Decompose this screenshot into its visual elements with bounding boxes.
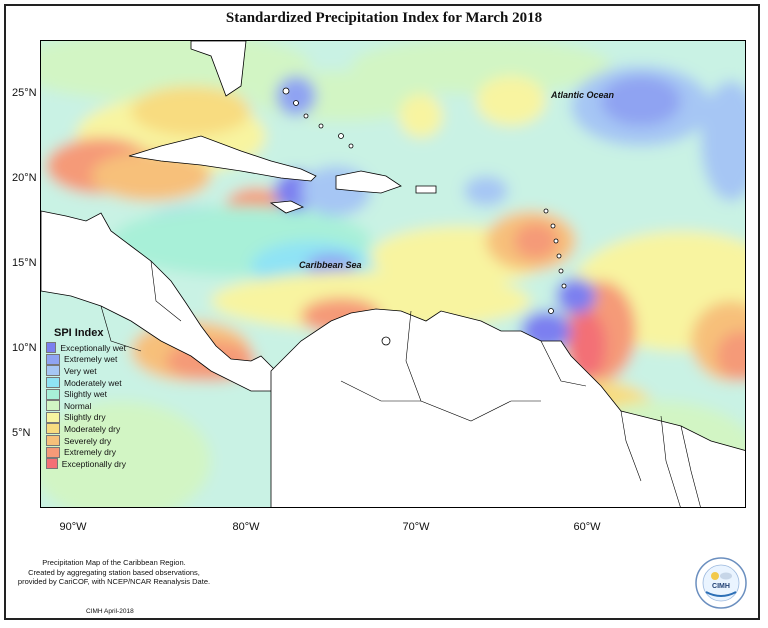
lon-label-90w: 90°W [59,521,87,533]
caribbean-sea-label: Caribbean Sea [299,260,362,270]
small-islands [282,87,567,346]
legend-label: Exceptionally dry [61,458,126,469]
legend-item: Normal [46,400,126,412]
lat-label-15n: 15°N [12,257,37,269]
legend-title: SPI Index [54,327,104,339]
logo-text: CIMH [712,583,730,590]
legend-item: Moderately dry [46,423,126,435]
land-masses [41,41,745,507]
legend-item: Very wet [46,365,126,377]
florida-landmass [190,41,247,97]
cloud-icon [720,572,732,580]
spi-map-canvas: Atlantic Ocean Caribbean Sea [41,41,745,507]
spi-legend: SPI Index Exceptionally wet Extremely wet… [46,327,126,470]
footer-text: Precipitation Map of the Caribbean Regio… [14,558,214,587]
credit-text: CIMH April-2018 [86,608,134,615]
jamaica-landmass [269,200,305,214]
legend-item: Exceptionally wet [46,342,126,354]
legend-label: Normal [64,400,92,411]
legend-swatch [46,342,57,354]
legend-swatch [46,365,60,377]
legend-swatch [46,353,60,365]
legend-item: Slightly dry [46,411,126,424]
sun-icon [711,572,719,580]
map-title: Standardized Precipitation Index for Mar… [225,10,543,26]
cimh-logo: CIMH [694,556,748,610]
legend-swatch [46,377,60,389]
legend-item: Extremely dry [46,446,126,458]
hispaniola-landmass [335,170,402,194]
legend-swatch [46,458,58,470]
lon-label-70w: 70°W [402,521,430,533]
legend-label: Moderately wet [64,377,122,388]
legend-swatch [46,435,60,447]
country-borders [100,260,701,507]
legend-item: Exceptionally dry [46,458,126,470]
legend-swatch [46,388,60,400]
legend-swatch [46,411,60,423]
legend-swatch [46,400,60,412]
legend-label: Extremely wet [64,354,118,365]
puerto-rico-landmass [415,185,437,194]
atlantic-ocean-label: Atlantic Ocean [550,90,615,100]
legend-label: Slightly dry [64,412,106,423]
legend-label: Severely dry [64,435,112,446]
legend-item: Slightly wet [46,388,126,400]
legend-item: Severely dry [46,435,126,447]
lon-label-60w: 60°W [573,521,601,533]
footer-line-1: Precipitation Map of the Caribbean Regio… [42,558,186,567]
legend-label: Exceptionally wet [60,342,126,353]
spi-map: Atlantic Ocean Caribbean Sea [40,40,746,508]
lon-label-80w: 80°W [232,521,260,533]
lat-label-20n: 20°N [12,172,37,184]
footer-line-3: provided by CariCOF, with NCEP/NCAR Rean… [17,577,211,586]
legend-swatch [46,446,60,458]
lat-label-10n: 10°N [12,342,37,354]
cuba-landmass [128,135,317,182]
wave-icon [705,591,737,597]
lat-label-25n: 25°N [12,87,37,99]
legend-label: Extremely dry [64,447,116,458]
legend-rows: Exceptionally wet Extremely wet Very wet Mo… [46,342,126,470]
footer-line-2: Created by aggregating station based obs… [28,567,200,577]
legend-label: Slightly wet [64,389,107,400]
legend-item: Extremely wet [46,353,126,366]
legend-item: Moderately wet [46,377,126,389]
central-america-landmass [41,210,282,392]
legend-label: Very wet [64,365,97,376]
lat-label-5n: 5°N [12,427,31,439]
legend-label: Moderately dry [64,423,121,434]
legend-swatch [46,423,60,435]
